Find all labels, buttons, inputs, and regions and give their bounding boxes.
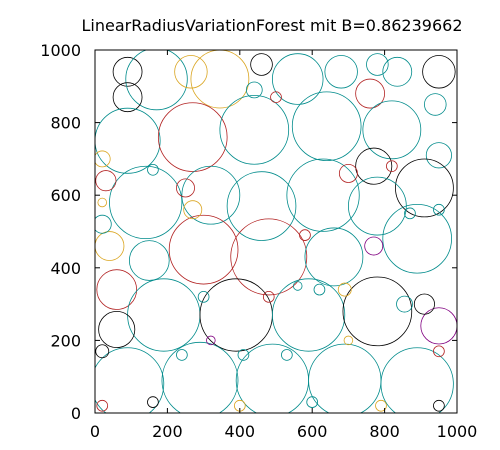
circle-mark-65 bbox=[176, 349, 188, 361]
x-tick-label-0: 0 bbox=[90, 422, 100, 441]
y-tick-label-5: 1000 bbox=[40, 41, 81, 60]
circle-mark-45 bbox=[95, 170, 117, 192]
circle-mark-52 bbox=[396, 295, 413, 313]
circle-mark-38 bbox=[420, 307, 457, 345]
circle-mark-6 bbox=[324, 55, 358, 89]
circle-mark-42 bbox=[308, 343, 382, 413]
circle-mark-28 bbox=[128, 240, 170, 281]
circle-mark-59 bbox=[97, 197, 107, 208]
circle-mark-1 bbox=[125, 50, 188, 111]
y-tick-label-4: 800 bbox=[50, 114, 81, 133]
circle-mark-25 bbox=[347, 176, 407, 236]
circle-mark-8 bbox=[382, 56, 413, 87]
circle-mark-47 bbox=[183, 200, 203, 220]
x-tick-label-2: 400 bbox=[225, 422, 256, 441]
circle-mark-49 bbox=[364, 236, 384, 256]
circle-mark-66 bbox=[237, 349, 250, 361]
circle-mark-75 bbox=[292, 281, 303, 291]
circle-mark-30 bbox=[230, 218, 308, 296]
circle-mark-12 bbox=[424, 93, 447, 116]
circle-mark-23 bbox=[226, 171, 297, 241]
circle-mark-22 bbox=[181, 165, 241, 225]
circle-mark-71 bbox=[375, 399, 387, 412]
y-tick-label-3: 600 bbox=[50, 186, 81, 205]
circle-mark-58 bbox=[147, 163, 159, 176]
circle-mark-31 bbox=[304, 227, 364, 287]
circle-mark-78 bbox=[343, 335, 354, 346]
circle-mark-44 bbox=[95, 150, 111, 168]
circle-mark-77 bbox=[206, 335, 216, 346]
circle-mark-51 bbox=[245, 81, 263, 99]
circle-mark-3 bbox=[190, 50, 250, 109]
y-tick-label-1: 200 bbox=[50, 331, 81, 350]
circle-mark-14 bbox=[157, 102, 228, 172]
circle-mark-10 bbox=[112, 82, 143, 113]
circle-mark-48 bbox=[338, 163, 358, 183]
circle-mark-56 bbox=[313, 283, 326, 296]
circle-mark-39 bbox=[95, 347, 165, 413]
circle-mark-15 bbox=[219, 95, 290, 165]
circle-mark-35 bbox=[271, 278, 346, 352]
circle-mark-7 bbox=[366, 53, 389, 76]
circle-mark-55 bbox=[262, 291, 275, 303]
circle-mark-41 bbox=[235, 343, 309, 413]
y-axis: 0 200 400 600 800 1000 bbox=[40, 41, 457, 423]
circle-mark-62 bbox=[433, 203, 445, 216]
circle-mark-64 bbox=[95, 344, 110, 359]
circle-mark-54 bbox=[197, 291, 210, 303]
circle-mark-37 bbox=[98, 311, 136, 349]
circle-mark-24 bbox=[286, 158, 360, 232]
x-tick-label-1: 200 bbox=[152, 422, 183, 441]
chart-title: LinearRadiusVariationForest mit B=0.8623… bbox=[81, 16, 462, 35]
circle-mark-63 bbox=[404, 207, 416, 220]
circle-mark-74 bbox=[270, 91, 282, 104]
circle-mark-19 bbox=[425, 142, 452, 169]
circle-mark-40 bbox=[161, 341, 239, 413]
circle-mark-68 bbox=[147, 396, 159, 408]
circle-mark-43 bbox=[380, 347, 454, 413]
circle-mark-20 bbox=[395, 158, 454, 218]
circle-mark-60 bbox=[337, 282, 352, 297]
circle-mark-70 bbox=[306, 396, 319, 408]
circle-mark-17 bbox=[362, 100, 422, 160]
circle-mark-29 bbox=[168, 214, 239, 285]
circle-mark-27 bbox=[95, 231, 125, 261]
circle-mark-32 bbox=[96, 269, 138, 310]
circle-mark-11 bbox=[355, 78, 385, 109]
circle-mark-46 bbox=[176, 178, 195, 198]
circle-mark-34 bbox=[199, 278, 273, 352]
circle-mark-26 bbox=[382, 203, 452, 274]
x-tick-label-5: 1000 bbox=[437, 422, 478, 441]
circle-mark-5 bbox=[271, 53, 324, 105]
circle-mark-36 bbox=[342, 276, 413, 347]
y-tick-label-2: 400 bbox=[50, 259, 81, 278]
circle-mark-73 bbox=[96, 399, 109, 412]
circle-mark-4 bbox=[250, 53, 273, 76]
circle-mark-67 bbox=[281, 349, 293, 361]
circle-mark-61 bbox=[386, 160, 398, 172]
x-tick-label-3: 600 bbox=[297, 422, 328, 441]
circle-mark-33 bbox=[127, 278, 201, 352]
x-tick-label-4: 800 bbox=[369, 422, 400, 441]
circle-mark-50 bbox=[95, 214, 112, 234]
circle-mark-2 bbox=[174, 55, 208, 89]
y-tick-label-0: 0 bbox=[71, 404, 81, 423]
plot-frame bbox=[94, 49, 458, 414]
circle-mark-18 bbox=[355, 147, 393, 185]
circle-mark-0 bbox=[112, 56, 143, 87]
circle-mark-72 bbox=[433, 399, 445, 412]
circle-mark-76 bbox=[433, 345, 445, 358]
circle-mark-21 bbox=[109, 165, 183, 240]
circle-mark-13 bbox=[95, 107, 161, 174]
circle-mark-53 bbox=[413, 293, 435, 315]
circles-layer bbox=[95, 50, 457, 413]
circle-mark-9 bbox=[422, 55, 456, 89]
circle-mark-57 bbox=[299, 229, 311, 241]
x-axis: 0 200 400 600 800 1000 bbox=[90, 50, 477, 441]
circle-mark-16 bbox=[291, 91, 362, 162]
